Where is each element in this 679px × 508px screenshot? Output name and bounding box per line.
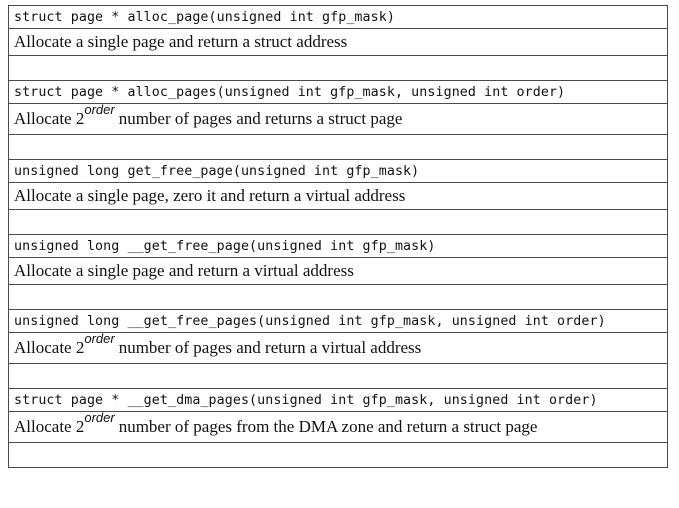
- empty-cell: [8, 442, 668, 468]
- function-signature: struct page * __get_dma_pages(unsigned i…: [8, 388, 668, 412]
- function-description: Allocate a single page and return a stru…: [8, 28, 668, 56]
- table-row: unsigned long get_free_page(unsigned int…: [8, 159, 668, 183]
- function-description: Allocate 2order number of pages and retur…: [8, 332, 668, 364]
- function-description: Allocate 2order number of pages and retur…: [8, 103, 668, 135]
- empty-cell: [8, 55, 668, 81]
- description-text: number of pages and return a virtual add…: [118, 338, 422, 357]
- table-row-spacer: [8, 55, 668, 81]
- table-row: unsigned long __get_free_pages(unsigned …: [8, 309, 668, 333]
- table-row-spacer: [8, 284, 668, 310]
- exponent-order: order: [84, 103, 115, 118]
- table-row: unsigned long __get_free_page(unsigned i…: [8, 234, 668, 258]
- table-row: Allocate a single page, zero it and retu…: [8, 182, 668, 210]
- empty-cell: [8, 363, 668, 389]
- function-description: Allocate 2order number of pages from the …: [8, 411, 668, 443]
- description-text: Allocate 2: [14, 109, 85, 128]
- description-text: Allocate 2: [14, 338, 85, 357]
- table-row-spacer: [8, 134, 668, 160]
- table-row-spacer: [8, 209, 668, 235]
- function-signature: struct page * alloc_pages(unsigned int g…: [8, 80, 668, 104]
- exponent-order: order: [84, 411, 115, 426]
- table-row-spacer: [8, 442, 668, 468]
- table-row: struct page * alloc_pages(unsigned int g…: [8, 80, 668, 104]
- function-signature: struct page * alloc_page(unsigned int gf…: [8, 5, 668, 29]
- function-signature: unsigned long __get_free_page(unsigned i…: [8, 234, 668, 258]
- table-row: struct page * alloc_page(unsigned int gf…: [8, 5, 668, 29]
- function-signature: unsigned long __get_free_pages(unsigned …: [8, 309, 668, 333]
- empty-cell: [8, 134, 668, 160]
- function-description: Allocate a single page and return a virt…: [8, 257, 668, 285]
- table-row-spacer: [8, 363, 668, 389]
- function-description: Allocate a single page, zero it and retu…: [8, 182, 668, 210]
- empty-cell: [8, 209, 668, 235]
- empty-cell: [8, 284, 668, 310]
- function-signature: unsigned long get_free_page(unsigned int…: [8, 159, 668, 183]
- page-allocation-api-table: struct page * alloc_page(unsigned int gf…: [8, 5, 668, 468]
- table-row: Allocate 2order number of pages and retur…: [8, 332, 668, 364]
- description-text: number of pages from the DMA zone and re…: [118, 417, 538, 436]
- table-row: Allocate a single page and return a virt…: [8, 257, 668, 285]
- description-text: number of pages and returns a struct pag…: [118, 109, 403, 128]
- exponent-order: order: [84, 332, 115, 347]
- table-row: struct page * __get_dma_pages(unsigned i…: [8, 388, 668, 412]
- table-row: Allocate a single page and return a stru…: [8, 28, 668, 56]
- table-row: Allocate 2order number of pages and retur…: [8, 103, 668, 135]
- table-row: Allocate 2order number of pages from the …: [8, 411, 668, 443]
- description-text: Allocate 2: [14, 417, 85, 436]
